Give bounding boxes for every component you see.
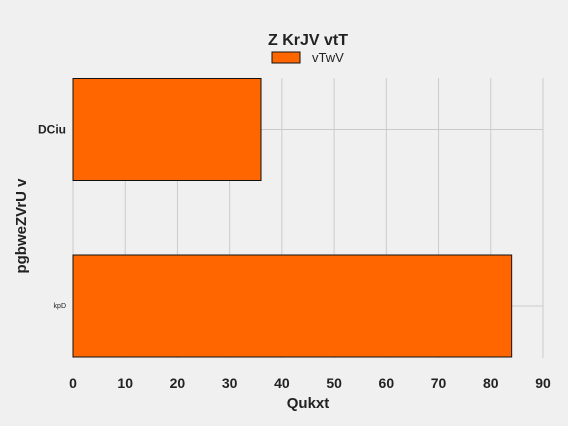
bar-DCiu <box>72 78 262 181</box>
category-label: DCiu <box>38 123 66 137</box>
x-tick-label: 80 <box>483 375 499 391</box>
x-tick-label: 90 <box>535 375 551 391</box>
x-axis-title: Qukxt <box>287 395 330 412</box>
legend-label: vTwV <box>312 50 344 65</box>
x-tick-label: 10 <box>117 375 133 391</box>
y-axis-title: pgbweZVrU v <box>13 178 30 274</box>
chart-title: Z KrJV vtT <box>268 32 348 49</box>
legend-swatch <box>271 51 301 64</box>
x-tick-label: 50 <box>326 375 342 391</box>
y-axis-category-labels: DCiu kpD <box>38 123 66 311</box>
x-tick-label: 70 <box>431 375 447 391</box>
x-tick-label: 60 <box>379 375 395 391</box>
x-tick-label: 20 <box>170 375 186 391</box>
legend: vTwV <box>271 50 344 65</box>
category-label: kpD <box>54 303 66 310</box>
bars <box>72 78 513 358</box>
x-tick-label: 40 <box>274 375 290 391</box>
x-tick-label: 0 <box>69 375 77 391</box>
x-tick-label: 30 <box>222 375 238 391</box>
bar-kpD <box>72 254 513 358</box>
x-axis-tick-labels: 0 10 20 30 40 50 60 70 80 90 <box>69 375 551 391</box>
